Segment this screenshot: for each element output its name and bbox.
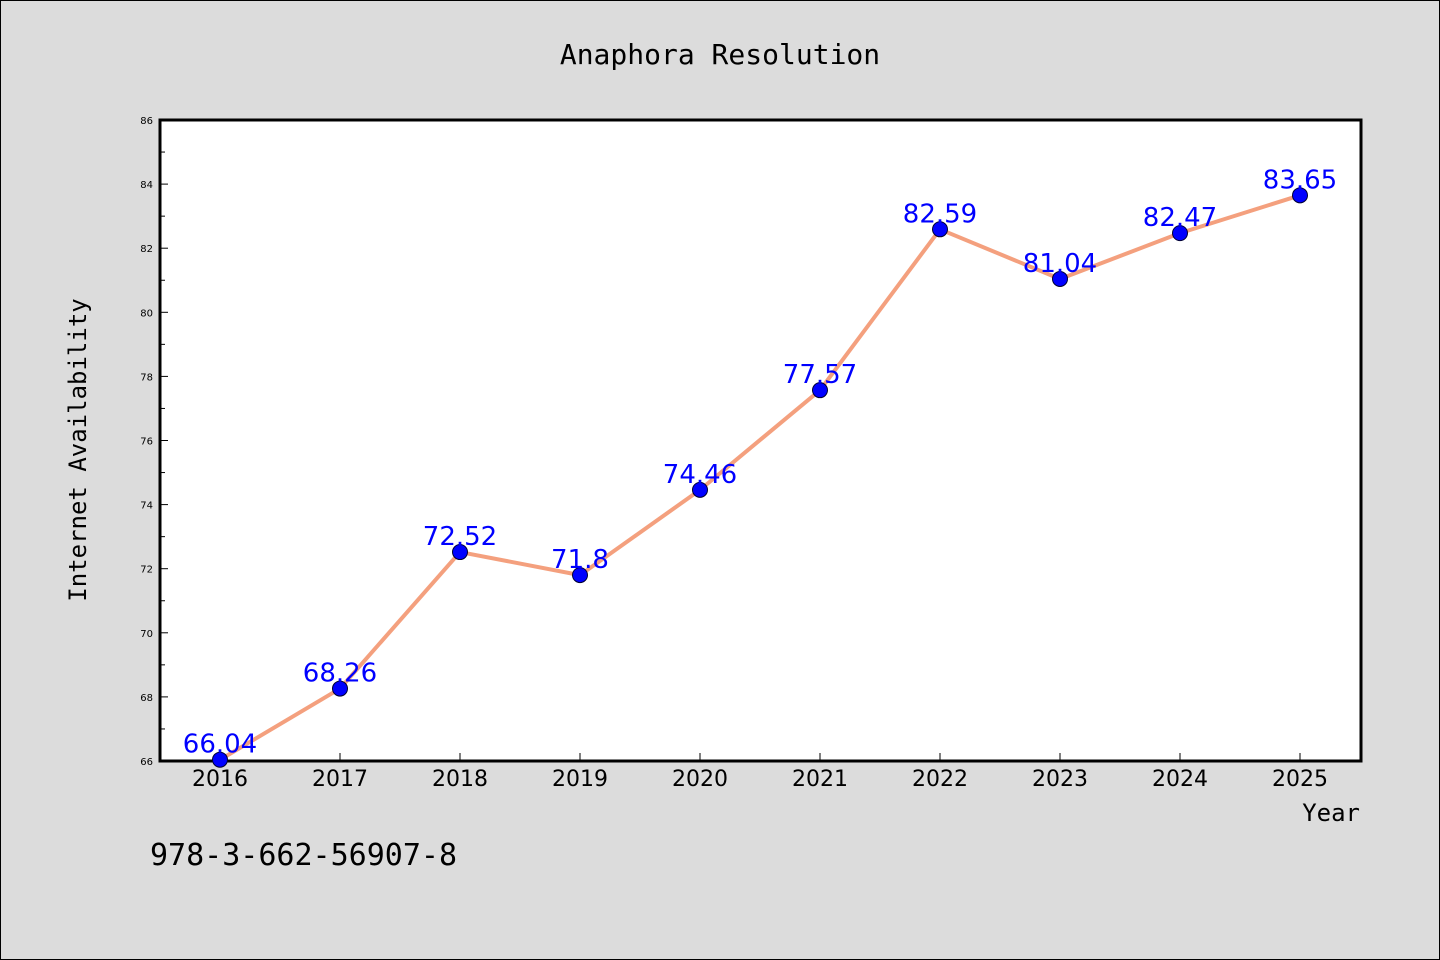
x-tick-label: 2022 [912,767,968,792]
y-tick-label: 86 [140,116,153,127]
data-label: 66.04 [183,730,257,760]
data-point-marker [572,567,588,584]
x-tick-label: 2023 [1032,767,1088,792]
x-tick-label: 2018 [432,767,488,792]
x-tick-labels: 2016 2017 2018 2019 2020 2021 2022 2023 2024 2025 [192,767,1328,792]
y-tick-label: 72 [140,565,153,576]
data-point-marker [452,544,468,561]
y-tick-label: 76 [140,437,153,448]
chart-title: Anaphora Resolution [560,38,880,71]
data-label: 71.8 [551,545,609,575]
data-label: 72.52 [423,522,497,552]
x-tick-label: 2021 [792,767,848,792]
isbn-footnote: 978-3-662-56907-8 [150,838,457,873]
x-tick-label: 2016 [192,767,248,792]
marker-group [212,187,1308,768]
y-tick-label: 68 [140,693,153,704]
y-tick-label: 84 [140,180,153,191]
y-axis-label: Internet Availability [64,298,92,601]
data-label: 74.46 [663,460,737,490]
data-label: 82.47 [1143,203,1217,233]
x-axis-label: Year [1302,799,1360,827]
x-tick-label: 2020 [672,767,728,792]
y-tick-labels: 66 68 70 72 74 76 78 80 82 84 86 [140,116,153,768]
y-tick-label: 80 [140,308,153,319]
series-line [218,193,1302,762]
tick-marks [160,119,1301,762]
y-tick-label: 74 [140,501,153,512]
data-point-marker [812,382,828,399]
data-point-marker [332,680,348,697]
data-point-marker [932,221,948,238]
series-line-group [218,193,1302,762]
data-point-marker [1052,270,1068,287]
x-tick-label: 2019 [552,767,608,792]
data-label-group: 66.04 68.26 72.52 71.8 74.46 77.57 82.59 81.04 8… [183,165,1337,759]
data-point-marker [1292,187,1308,204]
data-label: 77.57 [783,360,857,390]
y-tick-label: 66 [140,757,153,768]
y-tick-label: 78 [140,372,153,383]
data-label: 81.04 [1023,249,1097,279]
x-tick-label: 2025 [1272,767,1328,792]
data-label: 83.65 [1263,165,1337,195]
x-tick-label: 2024 [1152,767,1208,792]
data-label: 82.59 [903,199,977,229]
data-point-marker [1172,225,1188,242]
y-tick-label: 70 [140,629,153,640]
x-tick-label: 2017 [312,767,368,792]
data-point-marker [692,481,708,498]
data-label: 68.26 [303,659,377,689]
data-point-marker [212,751,228,768]
y-tick-label: 82 [140,244,153,255]
